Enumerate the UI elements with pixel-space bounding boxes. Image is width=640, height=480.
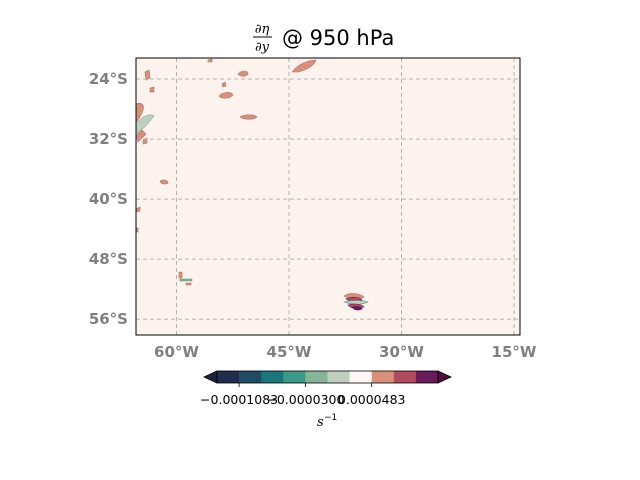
colorbar-under-arrow	[203, 370, 218, 384]
longitude-tick-label: 45°W	[267, 343, 312, 361]
feature-patch	[207, 58, 213, 63]
colorbar-cell	[261, 371, 284, 383]
map-panel: 60°W 45°W 30°W 15°W 24°S 32°S 40°S 48°S 56°S	[89, 57, 537, 361]
feature-patch	[218, 92, 234, 99]
colorbar-cell	[327, 371, 350, 383]
colorbar-cell	[393, 371, 417, 383]
feature-patch	[237, 70, 249, 77]
feature-patch	[342, 300, 369, 305]
latitude-tick-label: 24°S	[89, 70, 128, 88]
gridlines	[136, 58, 520, 335]
feature-patch	[135, 102, 144, 123]
latitude-tick-label: 48°S	[89, 250, 128, 268]
feature-patch	[291, 59, 317, 73]
longitude-tick-label: 60°W	[154, 343, 199, 361]
latitude-tick-label: 40°S	[89, 190, 128, 208]
colorbar-cell	[283, 371, 306, 383]
colorbar-tick-label: 0.0000483	[338, 392, 406, 407]
colorbar-unit-exponent: −1	[324, 413, 337, 423]
latitude-tick-label: 56°S	[89, 310, 128, 328]
latitude-tick-label: 32°S	[89, 130, 128, 148]
latitude-labels: 24°S 32°S 40°S 48°S 56°S	[89, 70, 128, 328]
feature-patch	[179, 278, 193, 282]
feature-patch	[135, 114, 155, 135]
feature-patch	[144, 69, 151, 81]
feature-patch	[178, 271, 183, 279]
anomaly-features	[135, 58, 369, 311]
colorbar-frame	[216, 370, 439, 384]
colorbar-tick-label: −0.0001083	[200, 392, 278, 407]
feature-patch	[159, 179, 169, 185]
colorbar-cell	[415, 371, 439, 383]
colorbar-cell	[239, 371, 262, 383]
longitude-tick-label: 30°W	[379, 343, 424, 361]
feature-patch	[149, 86, 155, 93]
title-fraction-denominator: ∂y	[255, 40, 270, 55]
colorbar-tick-label: −0.0000300	[266, 392, 344, 407]
feature-patch	[239, 114, 258, 120]
colorbar-cell	[217, 371, 240, 383]
colorbar-unit-base: s	[317, 415, 324, 430]
colorbar-cell	[349, 371, 372, 383]
colorbar-cell	[305, 371, 328, 383]
feature-patch	[351, 306, 363, 311]
colorbar-unit: s −1	[317, 413, 337, 430]
feature-patch	[185, 282, 192, 286]
colorbar-cells	[217, 371, 439, 383]
feature-patch	[221, 81, 227, 88]
ocean-background	[136, 58, 520, 335]
title-suffix: @ 950 hPa	[282, 26, 394, 50]
colorbar-cell	[371, 371, 395, 383]
longitude-tick-label: 15°W	[492, 343, 537, 361]
map-frame	[135, 57, 521, 336]
colorbar-over-arrow	[437, 370, 452, 384]
title-fraction-numerator: ∂η	[255, 22, 270, 37]
chart-title: ∂η ∂y @ 950 hPa	[253, 22, 394, 55]
longitude-labels: 60°W 45°W 30°W 15°W	[154, 343, 537, 361]
